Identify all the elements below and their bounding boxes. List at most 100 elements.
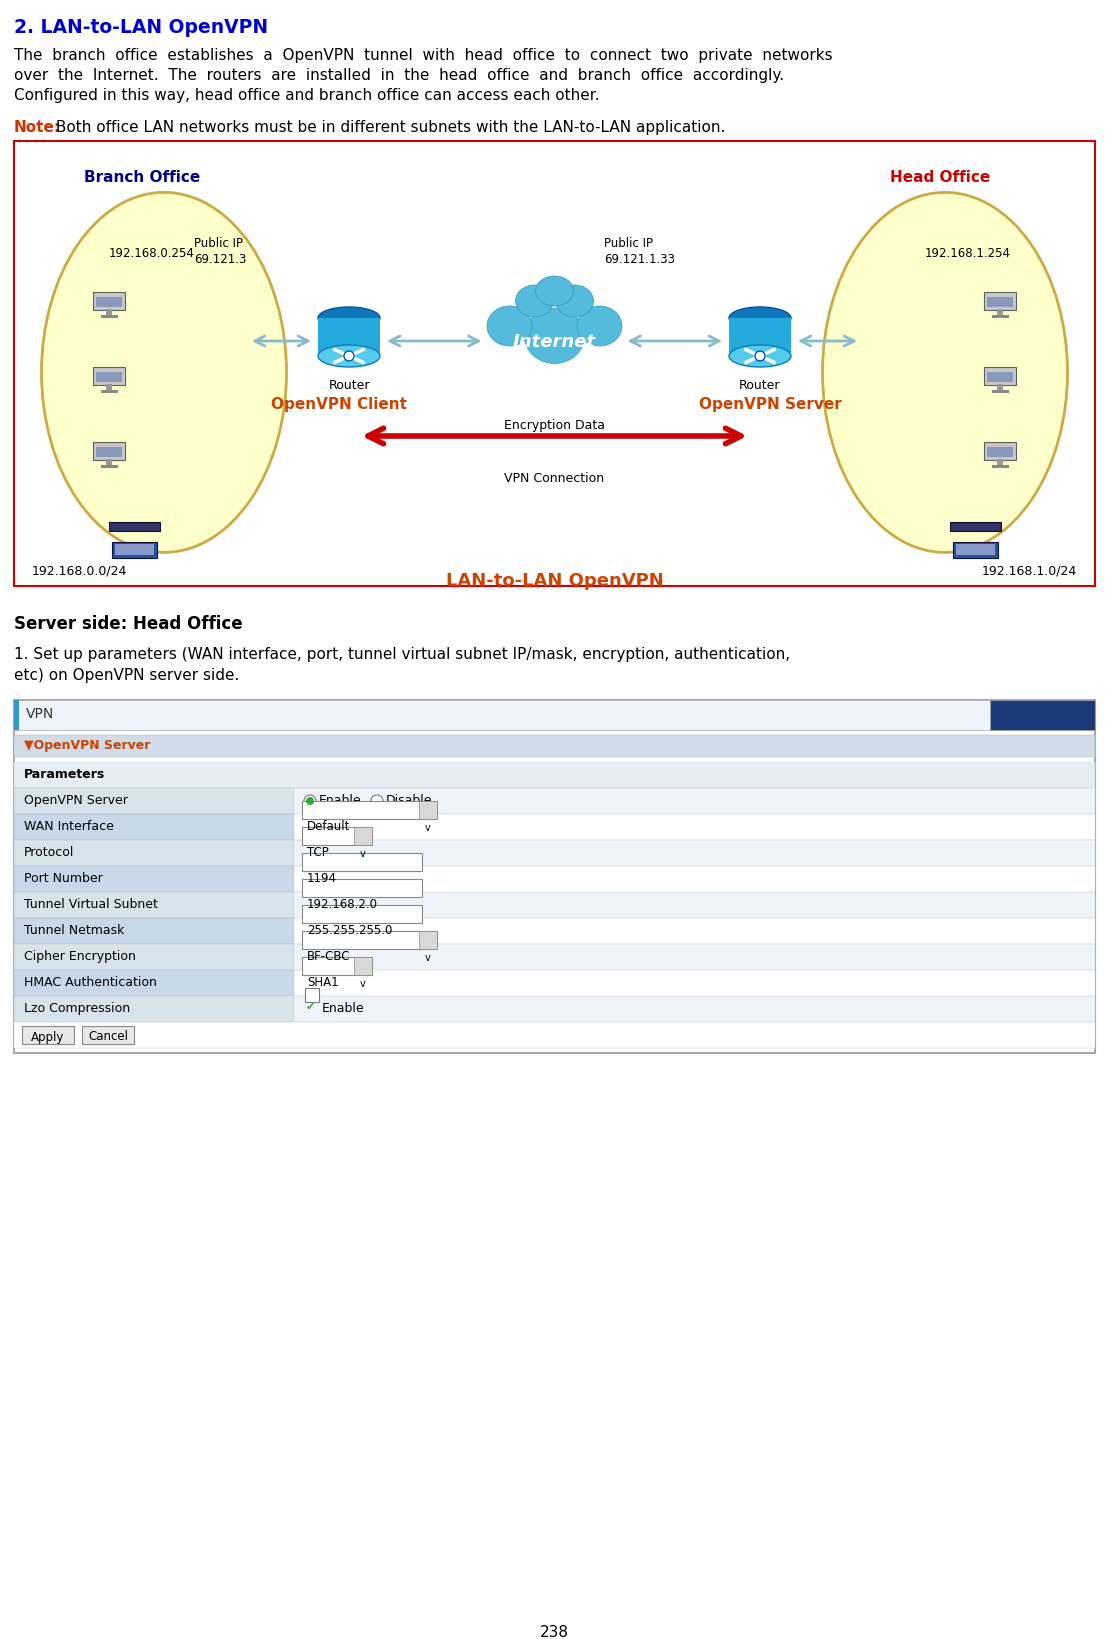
Bar: [14, 762, 1095, 788]
Bar: [105, 385, 112, 390]
Ellipse shape: [318, 346, 380, 367]
Text: VPN: VPN: [26, 706, 54, 721]
Text: Both office LAN networks must be in different subnets with the LAN-to-LAN applic: Both office LAN networks must be in diff…: [51, 120, 725, 134]
FancyBboxPatch shape: [953, 543, 997, 559]
Ellipse shape: [823, 193, 1068, 552]
Bar: [95, 298, 122, 308]
Bar: [14, 788, 294, 815]
Text: v: v: [425, 952, 431, 962]
Bar: [997, 310, 1004, 315]
FancyBboxPatch shape: [984, 369, 1016, 387]
Bar: [14, 143, 1095, 587]
Bar: [990, 700, 1095, 731]
Text: Disable: Disable: [386, 793, 433, 806]
Text: over  the  Internet.  The  routers  are  installed  in  the  head  office  and  : over the Internet. The routers are insta…: [14, 67, 784, 84]
Bar: [302, 880, 423, 898]
Text: VPN Connection: VPN Connection: [505, 472, 604, 485]
Bar: [14, 867, 1095, 893]
Bar: [302, 801, 437, 820]
Circle shape: [304, 795, 316, 808]
Bar: [14, 997, 1095, 1023]
Bar: [14, 918, 294, 944]
Text: Public IP
69.121.3: Public IP 69.121.3: [194, 238, 246, 266]
FancyBboxPatch shape: [109, 523, 160, 531]
Bar: [419, 801, 437, 820]
Bar: [305, 988, 319, 1003]
Ellipse shape: [729, 346, 791, 367]
Bar: [95, 374, 122, 384]
Text: Router: Router: [328, 379, 369, 392]
Text: 1. Set up parameters (WAN interface, port, tunnel virtual subnet IP/mask, encryp: 1. Set up parameters (WAN interface, por…: [14, 647, 790, 662]
Bar: [14, 893, 294, 918]
FancyBboxPatch shape: [93, 293, 125, 311]
Ellipse shape: [729, 308, 791, 329]
Circle shape: [755, 352, 765, 362]
Text: Protocol: Protocol: [24, 846, 74, 859]
Text: ▼OpenVPN Server: ▼OpenVPN Server: [24, 739, 151, 752]
Bar: [997, 385, 1004, 390]
Text: Lzo Compression: Lzo Compression: [24, 1001, 130, 1015]
Bar: [14, 970, 294, 997]
Bar: [14, 970, 1095, 997]
Ellipse shape: [577, 306, 622, 347]
Bar: [105, 310, 112, 315]
Bar: [82, 1026, 134, 1044]
Text: 192.168.1.0/24: 192.168.1.0/24: [981, 565, 1077, 577]
Circle shape: [306, 798, 314, 805]
Text: Port Number: Port Number: [24, 872, 103, 885]
Text: Router: Router: [740, 379, 781, 392]
Circle shape: [372, 795, 383, 808]
Text: 192.168.2.0: 192.168.2.0: [307, 898, 378, 910]
Bar: [14, 841, 1095, 867]
Text: 2. LAN-to-LAN OpenVPN: 2. LAN-to-LAN OpenVPN: [14, 18, 268, 38]
Bar: [991, 316, 1008, 318]
Bar: [302, 931, 437, 949]
Text: WAN Interface: WAN Interface: [24, 820, 114, 833]
Text: Configured in this way, head office and branch office can access each other.: Configured in this way, head office and …: [14, 89, 600, 103]
Bar: [729, 320, 791, 357]
Text: Tunnel Netmask: Tunnel Netmask: [24, 923, 124, 936]
Text: Public IP
69.121.1.33: Public IP 69.121.1.33: [604, 238, 675, 266]
Bar: [354, 957, 372, 975]
Text: Note:: Note:: [14, 120, 61, 134]
Bar: [987, 447, 1014, 457]
Bar: [101, 390, 118, 393]
Text: SHA1: SHA1: [307, 975, 338, 988]
Bar: [14, 867, 294, 893]
Bar: [14, 893, 1095, 918]
Ellipse shape: [525, 310, 584, 364]
Text: 255.255.255.0: 255.255.255.0: [307, 923, 393, 936]
Bar: [302, 828, 372, 846]
Circle shape: [344, 352, 354, 362]
FancyBboxPatch shape: [93, 369, 125, 387]
Text: HMAC Authentication: HMAC Authentication: [24, 975, 156, 988]
Ellipse shape: [536, 277, 573, 306]
Text: LAN-to-LAN OpenVPN: LAN-to-LAN OpenVPN: [446, 572, 663, 590]
Bar: [997, 461, 1004, 465]
Text: BF-CBC: BF-CBC: [307, 949, 350, 962]
Text: Apply: Apply: [31, 1029, 64, 1042]
Bar: [14, 944, 1095, 970]
FancyBboxPatch shape: [984, 293, 1016, 311]
Bar: [14, 918, 1095, 944]
Text: 192.168.0.0/24: 192.168.0.0/24: [32, 565, 128, 577]
Text: The  branch  office  establishes  a  OpenVPN  tunnel  with  head  office  to  co: The branch office establishes a OpenVPN …: [14, 48, 833, 62]
Text: Parameters: Parameters: [24, 767, 105, 780]
Ellipse shape: [556, 285, 593, 318]
Ellipse shape: [318, 308, 380, 329]
FancyBboxPatch shape: [112, 543, 156, 559]
Text: Head Office: Head Office: [891, 170, 990, 185]
Bar: [14, 944, 294, 970]
Bar: [14, 841, 294, 867]
Bar: [114, 544, 153, 556]
Text: Branch Office: Branch Office: [84, 170, 201, 185]
Text: 192.168.0.254: 192.168.0.254: [109, 247, 195, 261]
Bar: [14, 997, 294, 1023]
Bar: [14, 700, 19, 731]
Text: 1194: 1194: [307, 872, 337, 885]
Bar: [318, 320, 380, 357]
Text: Cancel: Cancel: [88, 1029, 128, 1042]
Text: 192.168.1.254: 192.168.1.254: [925, 247, 1011, 261]
Bar: [987, 374, 1014, 384]
Text: OpenVPN Server: OpenVPN Server: [24, 793, 128, 806]
